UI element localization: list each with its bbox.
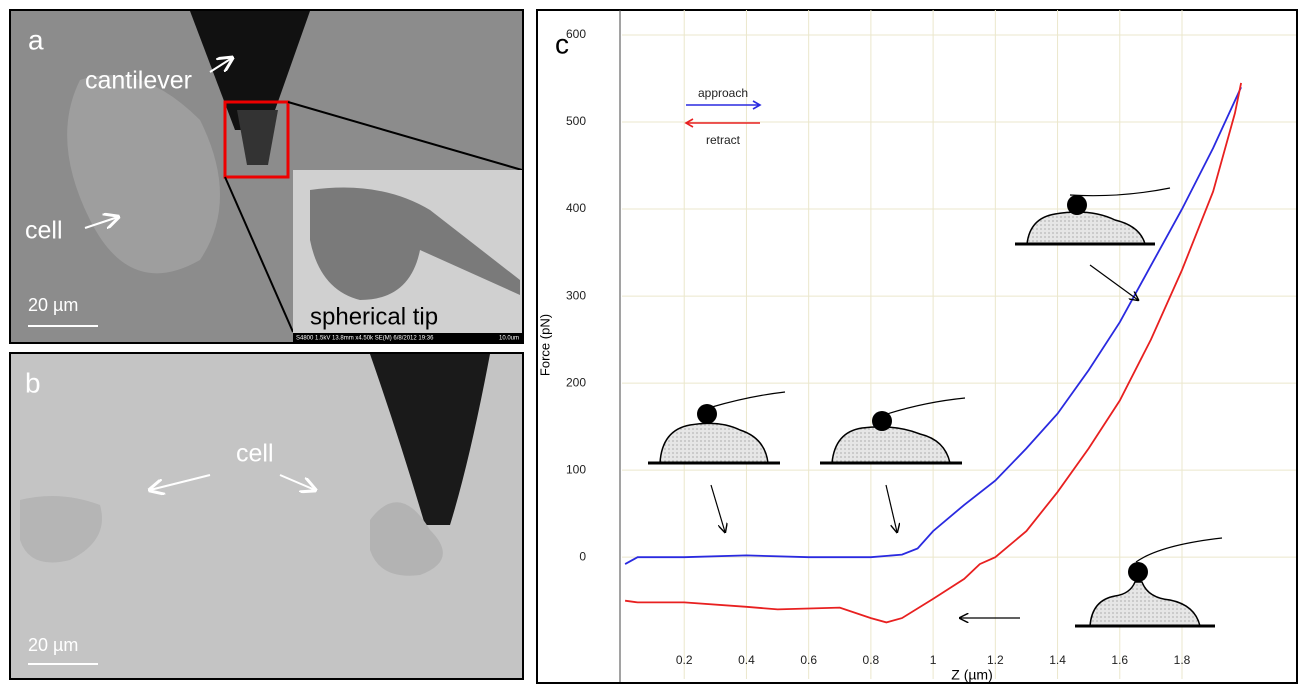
inset-info-bar — [293, 333, 522, 342]
cantilever-line — [886, 397, 966, 415]
cell-diagram — [1026, 211, 1146, 245]
scale-bar-label: 20 µm — [28, 295, 78, 315]
arrow — [710, 484, 725, 532]
x-tick-label: 1 — [930, 653, 937, 667]
x-tick-label: 0.2 — [676, 653, 693, 667]
zoom-box — [223, 100, 290, 179]
zoom-line — [224, 176, 294, 333]
cantilever-shape — [370, 354, 490, 525]
scale-bar-label: 20 µm — [28, 635, 78, 655]
x-axis-label: Z (µm) — [951, 667, 993, 683]
arrow — [885, 484, 897, 532]
arrow — [84, 217, 118, 228]
arrow — [1089, 264, 1138, 300]
panel-a: a cantilever cell 20 µm spherical tip S4… — [9, 9, 524, 344]
series-line — [624, 82, 1242, 624]
cantilever-line — [1135, 537, 1223, 563]
arrow — [150, 474, 211, 490]
y-tick-label: 400 — [566, 201, 586, 215]
inset-info: S4800 1.5kV 13.8mm x4.50k SE(M) 6/8/2012… — [296, 336, 434, 342]
y-tick-label: 0 — [579, 549, 586, 563]
cell-diagram — [831, 426, 951, 464]
legend-arrowhead — [684, 118, 694, 128]
panel-label: a — [28, 24, 44, 55]
panel-label: b — [25, 367, 41, 398]
cantilever-line — [711, 391, 786, 408]
x-tick-label: 1.6 — [1111, 653, 1128, 667]
bead — [1128, 562, 1148, 582]
inset-label: spherical tip — [310, 303, 438, 330]
x-tick-label: 1.4 — [1049, 653, 1066, 667]
y-tick-label: 600 — [566, 27, 586, 41]
inset-tip — [310, 187, 520, 300]
annotation: cell — [25, 217, 63, 245]
cantilever-shape — [190, 11, 310, 130]
diagrams — [648, 187, 1223, 628]
x-tick-label: 0.4 — [738, 653, 755, 667]
cell-diagram — [1089, 581, 1201, 627]
bead — [872, 411, 892, 431]
cell-shape — [20, 496, 102, 563]
y-tick-label: 100 — [566, 462, 586, 476]
panel-label: c — [555, 28, 569, 59]
cantilever-line — [1069, 187, 1171, 197]
legend-label: approach — [698, 86, 748, 100]
x-tick-label: 0.8 — [863, 653, 880, 667]
y-axis-label: Force (pN) — [537, 314, 552, 376]
arrow — [209, 58, 232, 73]
annotation: cantilever — [85, 67, 192, 95]
legend-arrowhead — [752, 100, 762, 110]
arrow — [279, 474, 315, 490]
x-tick-label: 0.6 — [800, 653, 817, 667]
bead — [1067, 195, 1087, 215]
plot: 0.2 0.4 0.6 0.8 1 1.2 1.4 1.6 1.8 0 100 200 300 400 50… — [537, 10, 1296, 683]
legend-label: retract — [706, 133, 741, 147]
annotation: cell — [236, 440, 274, 468]
y-tick-label: 300 — [566, 288, 586, 302]
cell-diagram — [659, 422, 769, 464]
x-tick-label: 1.8 — [1174, 653, 1191, 667]
y-tick-label: 200 — [566, 375, 586, 389]
panel-b: b cell 20 µm — [9, 352, 524, 680]
zoom-line — [287, 101, 523, 171]
inset-scale: 10.0um — [499, 336, 519, 342]
x-tick-label: 1.2 — [987, 653, 1004, 667]
series-line — [624, 86, 1242, 565]
y-tick-label: 500 — [566, 114, 586, 128]
tip — [237, 110, 278, 165]
panel-c-frame — [536, 9, 1298, 684]
cell-shape — [370, 502, 443, 576]
bead — [697, 404, 717, 424]
